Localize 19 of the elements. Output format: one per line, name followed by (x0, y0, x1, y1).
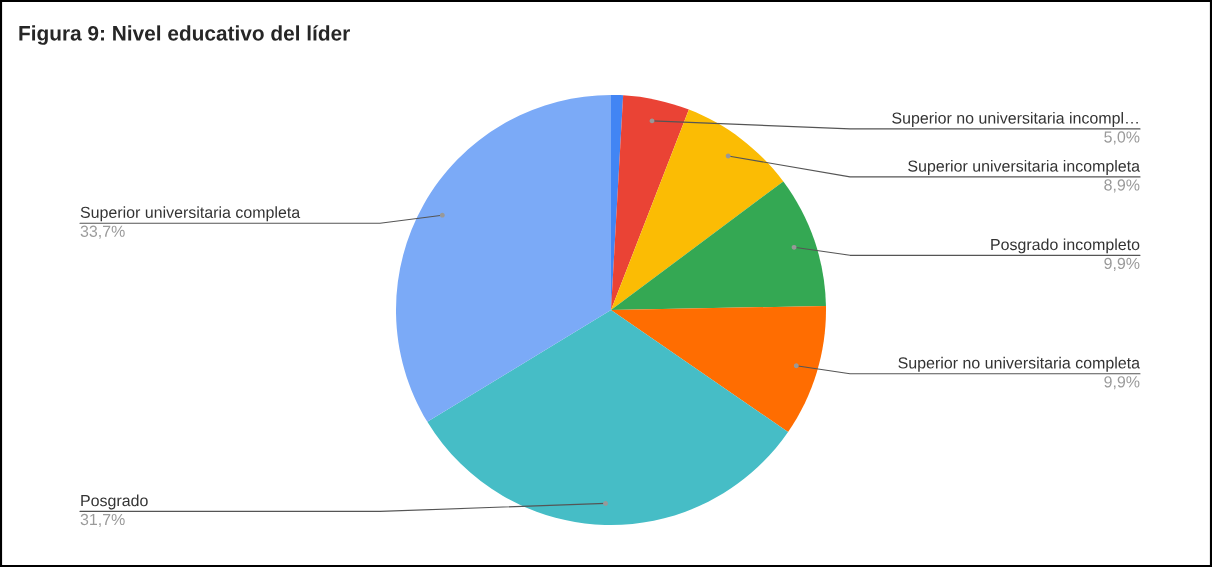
chart-title: Figura 9: Nivel educativo del líder (19, 25, 350, 45)
pie-slice (611, 95, 689, 310)
data-label: 31,7% (80, 513, 125, 528)
pie-slice (427, 310, 789, 525)
data-label: 33,7% (80, 225, 125, 239)
slice-label: Superior no universitaria incompl… (892, 112, 1138, 127)
data-label: 8,9% (1104, 179, 1140, 193)
data-label: 5,0% (1104, 131, 1140, 145)
data-label: 9,9% (1104, 376, 1140, 390)
data-label: 9,9% (1104, 257, 1140, 271)
pie-slice (611, 181, 826, 310)
pie-slice (396, 95, 611, 422)
slice-label: Superior no universitaria completa (898, 356, 1141, 372)
slice-label: Posgrado incompleto (991, 238, 1140, 254)
slice-label: Posgrado (81, 494, 148, 510)
slice-label: Superior universitaria completa (80, 206, 301, 222)
slice-label: Superior universitaria incompleta (908, 160, 1141, 175)
pie-slice (611, 305, 826, 432)
pie-slice (611, 109, 784, 310)
